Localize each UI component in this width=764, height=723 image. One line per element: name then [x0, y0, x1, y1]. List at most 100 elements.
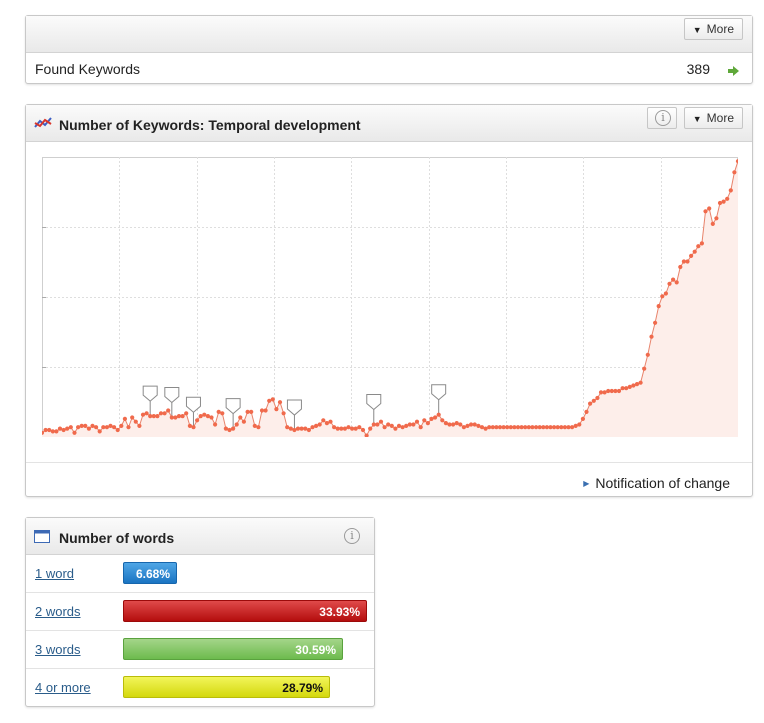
- chart-data-point[interactable]: [173, 415, 178, 420]
- chart-data-point[interactable]: [479, 425, 485, 430]
- chart-data-point[interactable]: [566, 425, 571, 430]
- summary-more-button[interactable]: ▼ More: [683, 18, 743, 40]
- chart-data-point[interactable]: [580, 416, 586, 421]
- chart-data-point[interactable]: [595, 395, 600, 401]
- chart-data-point[interactable]: [454, 421, 459, 426]
- chart-data-point[interactable]: [270, 397, 275, 402]
- chart-data-point[interactable]: [54, 429, 59, 434]
- chart-data-point[interactable]: [97, 429, 102, 434]
- chart-data-point[interactable]: [526, 425, 531, 430]
- word-count-link[interactable]: 3 words: [35, 642, 81, 657]
- chart-data-point[interactable]: [429, 416, 434, 421]
- chart-data-point[interactable]: [83, 423, 88, 428]
- keywords-line-chart[interactable]: [42, 157, 738, 437]
- chart-data-point[interactable]: [137, 423, 142, 428]
- chart-data-point[interactable]: [487, 425, 492, 430]
- chart-data-point[interactable]: [649, 334, 654, 339]
- chart-data-point[interactable]: [451, 422, 456, 427]
- chart-data-point[interactable]: [360, 427, 366, 433]
- chart-data-point[interactable]: [292, 427, 297, 433]
- chart-data-point[interactable]: [735, 159, 738, 164]
- chart-data-point[interactable]: [227, 427, 232, 433]
- chart-data-point[interactable]: [364, 433, 369, 438]
- chart-data-point[interactable]: [220, 411, 225, 416]
- chart-data-point[interactable]: [140, 412, 146, 417]
- chart-data-point[interactable]: [512, 425, 517, 430]
- chart-data-point[interactable]: [696, 244, 701, 249]
- chart-data-point[interactable]: [72, 430, 77, 435]
- chart-data-point[interactable]: [332, 425, 337, 430]
- chart-data-point[interactable]: [209, 415, 214, 420]
- chart-data-point[interactable]: [616, 388, 622, 394]
- temporal-info-button[interactable]: i: [647, 107, 677, 129]
- chart-data-point[interactable]: [519, 425, 524, 430]
- chart-data-point[interactable]: [122, 416, 127, 421]
- chart-data-point[interactable]: [267, 398, 272, 403]
- chart-data-point[interactable]: [68, 425, 73, 430]
- chart-data-point[interactable]: [573, 423, 578, 428]
- chart-data-point[interactable]: [414, 419, 420, 424]
- chart-data-point[interactable]: [335, 426, 340, 431]
- chart-data-point[interactable]: [346, 425, 351, 430]
- chart-data-point[interactable]: [404, 423, 409, 428]
- chart-data-point[interactable]: [609, 388, 614, 394]
- chart-data-point[interactable]: [490, 425, 495, 430]
- chart-data-point[interactable]: [396, 423, 402, 428]
- chart-data-point[interactable]: [472, 422, 477, 427]
- chart-data-point[interactable]: [245, 409, 250, 414]
- chart-data-point[interactable]: [274, 407, 279, 412]
- chart-data-point[interactable]: [249, 409, 254, 414]
- chart-data-point[interactable]: [537, 425, 542, 430]
- chart-data-point[interactable]: [707, 206, 712, 211]
- chart-data-point[interactable]: [703, 209, 708, 214]
- notification-link[interactable]: ▶ Notification of change: [583, 475, 730, 491]
- chart-data-point[interactable]: [79, 423, 84, 428]
- change-marker-pin[interactable]: [225, 398, 241, 429]
- chart-data-point[interactable]: [555, 425, 560, 430]
- chart-data-point[interactable]: [231, 426, 236, 431]
- chart-data-point[interactable]: [725, 196, 730, 201]
- chart-data-point[interactable]: [501, 425, 506, 430]
- chart-data-point[interactable]: [357, 425, 362, 430]
- chart-data-point[interactable]: [252, 423, 257, 428]
- chart-data-point[interactable]: [624, 386, 629, 391]
- chart-data-point[interactable]: [104, 425, 109, 430]
- chart-data-point[interactable]: [389, 423, 394, 428]
- chart-data-point[interactable]: [90, 423, 95, 428]
- chart-data-point[interactable]: [515, 425, 521, 430]
- chart-data-point[interactable]: [57, 426, 63, 431]
- chart-data-point[interactable]: [169, 415, 174, 420]
- chart-data-point[interactable]: [620, 386, 625, 391]
- change-marker-pin[interactable]: [142, 385, 158, 417]
- chart-data-point[interactable]: [530, 425, 535, 430]
- chart-data-point[interactable]: [627, 384, 632, 389]
- chart-data-point[interactable]: [317, 422, 322, 427]
- chart-data-point[interactable]: [645, 352, 650, 357]
- chart-data-point[interactable]: [653, 320, 658, 325]
- chart-data-point[interactable]: [425, 421, 430, 426]
- chart-data-point[interactable]: [613, 388, 618, 394]
- chart-data-point[interactable]: [717, 200, 723, 206]
- chart-data-point[interactable]: [465, 423, 470, 428]
- chart-data-point[interactable]: [505, 425, 510, 430]
- change-marker-pin[interactable]: [185, 396, 201, 428]
- chart-data-point[interactable]: [642, 366, 647, 371]
- chart-data-point[interactable]: [559, 425, 564, 430]
- chart-data-point[interactable]: [461, 425, 466, 430]
- chart-data-point[interactable]: [263, 408, 268, 413]
- chart-data-point[interactable]: [591, 398, 596, 403]
- chart-data-point[interactable]: [660, 294, 665, 299]
- chart-data-point[interactable]: [119, 423, 124, 428]
- chart-data-point[interactable]: [151, 414, 156, 419]
- chart-data-point[interactable]: [295, 426, 301, 431]
- chart-data-point[interactable]: [187, 423, 192, 428]
- chart-data-point[interactable]: [544, 425, 549, 430]
- chart-data-point[interactable]: [393, 426, 398, 431]
- chart-data-point[interactable]: [115, 427, 120, 433]
- chart-data-point[interactable]: [86, 426, 91, 431]
- chart-data-point[interactable]: [259, 408, 265, 413]
- change-marker-pin[interactable]: [366, 393, 382, 425]
- chart-data-point[interactable]: [681, 259, 687, 264]
- chart-data-point[interactable]: [50, 429, 55, 434]
- chart-data-point[interactable]: [339, 426, 344, 431]
